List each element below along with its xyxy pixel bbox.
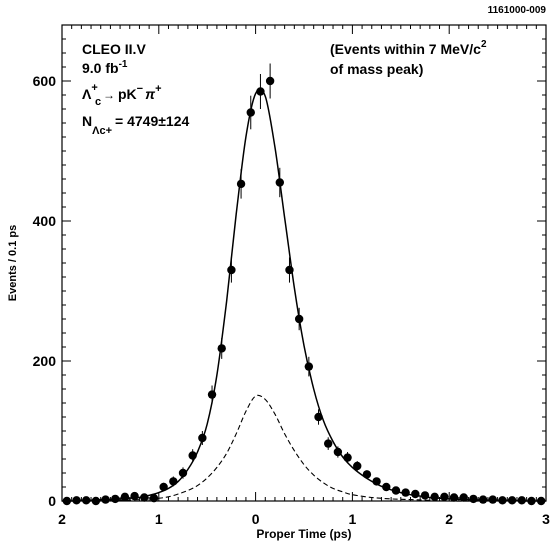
data-point — [169, 477, 178, 486]
data-point — [314, 412, 323, 422]
figure-id: 1161000-009 — [488, 5, 547, 16]
window-label-line1: (Events within 7 MeV/c2 — [330, 39, 487, 57]
y-tick-label: 600 — [33, 73, 57, 89]
data-point — [159, 482, 168, 492]
y-axis-label: Events / 0.1 ps — [7, 225, 19, 301]
data-point — [411, 489, 420, 499]
data-point — [324, 439, 333, 448]
data-point — [265, 76, 275, 86]
x-tick-label: 1 — [349, 511, 357, 527]
data-point — [449, 493, 459, 502]
data-point — [343, 453, 352, 462]
data-point — [401, 488, 410, 497]
data-point — [382, 482, 391, 492]
data-point — [246, 108, 255, 117]
data-point — [101, 495, 110, 504]
luminosity-label: 9.0 fb-1 — [82, 59, 128, 76]
data-point — [536, 496, 546, 506]
y-tick-label: 200 — [33, 353, 57, 369]
data-point — [353, 461, 362, 471]
data-point — [362, 470, 372, 479]
x-tick-label: 0 — [252, 511, 260, 527]
decay-label: Λ+ c → pK− π+ — [82, 82, 162, 108]
y-tick-label: 400 — [33, 213, 57, 229]
data-point — [82, 496, 91, 505]
data-point — [304, 362, 314, 371]
x-tick-label: 3 — [542, 511, 550, 527]
data-point — [207, 390, 217, 399]
x-tick-label: 2 — [58, 511, 66, 527]
data-point — [91, 496, 101, 506]
data-point — [256, 87, 265, 96]
data-point — [430, 492, 439, 501]
data-point — [178, 468, 188, 478]
data-point — [440, 492, 449, 501]
background-curve-dashed — [61, 394, 546, 502]
data-point — [130, 491, 139, 501]
data-point — [517, 496, 526, 505]
data-point — [469, 494, 478, 504]
y-tick-label: 0 — [48, 493, 56, 509]
x-axis-label: Proper Time (ps) — [256, 527, 351, 541]
data-point — [198, 433, 207, 443]
data-point — [140, 493, 149, 502]
data-point — [72, 496, 81, 505]
data-point — [111, 494, 120, 504]
data-point — [275, 178, 284, 187]
data-point — [478, 495, 488, 504]
experiment-label: CLEO II.V — [82, 41, 146, 57]
data-point — [227, 265, 236, 275]
data-point — [507, 496, 517, 505]
yield-label: NΛc+= 4749±124 — [82, 113, 189, 137]
data-point — [285, 265, 294, 275]
x-tick-label: 2 — [445, 511, 453, 527]
data-point — [188, 451, 197, 460]
data-point — [149, 494, 159, 503]
y-tick-labels: 0 200 400 600 — [33, 73, 57, 509]
data-point — [62, 496, 72, 506]
data-point — [488, 495, 497, 504]
data-point — [333, 447, 343, 457]
data-point — [527, 496, 536, 506]
x-tick-label: 1 — [155, 511, 163, 527]
data-point — [120, 492, 130, 501]
data-point — [217, 344, 226, 353]
data-point — [391, 486, 401, 495]
data-point — [420, 491, 430, 500]
data-point — [236, 179, 246, 189]
axis-ticks — [61, 24, 547, 502]
fit-curve-solid — [61, 88, 547, 502]
data-point — [498, 496, 507, 505]
data-point — [372, 477, 381, 486]
window-label-line2: of mass peak) — [330, 61, 423, 77]
x-tick-labels: 2 1 0 1 2 3 — [58, 511, 550, 527]
data-points — [62, 63, 546, 506]
data-point — [459, 493, 468, 502]
data-point — [294, 314, 304, 324]
